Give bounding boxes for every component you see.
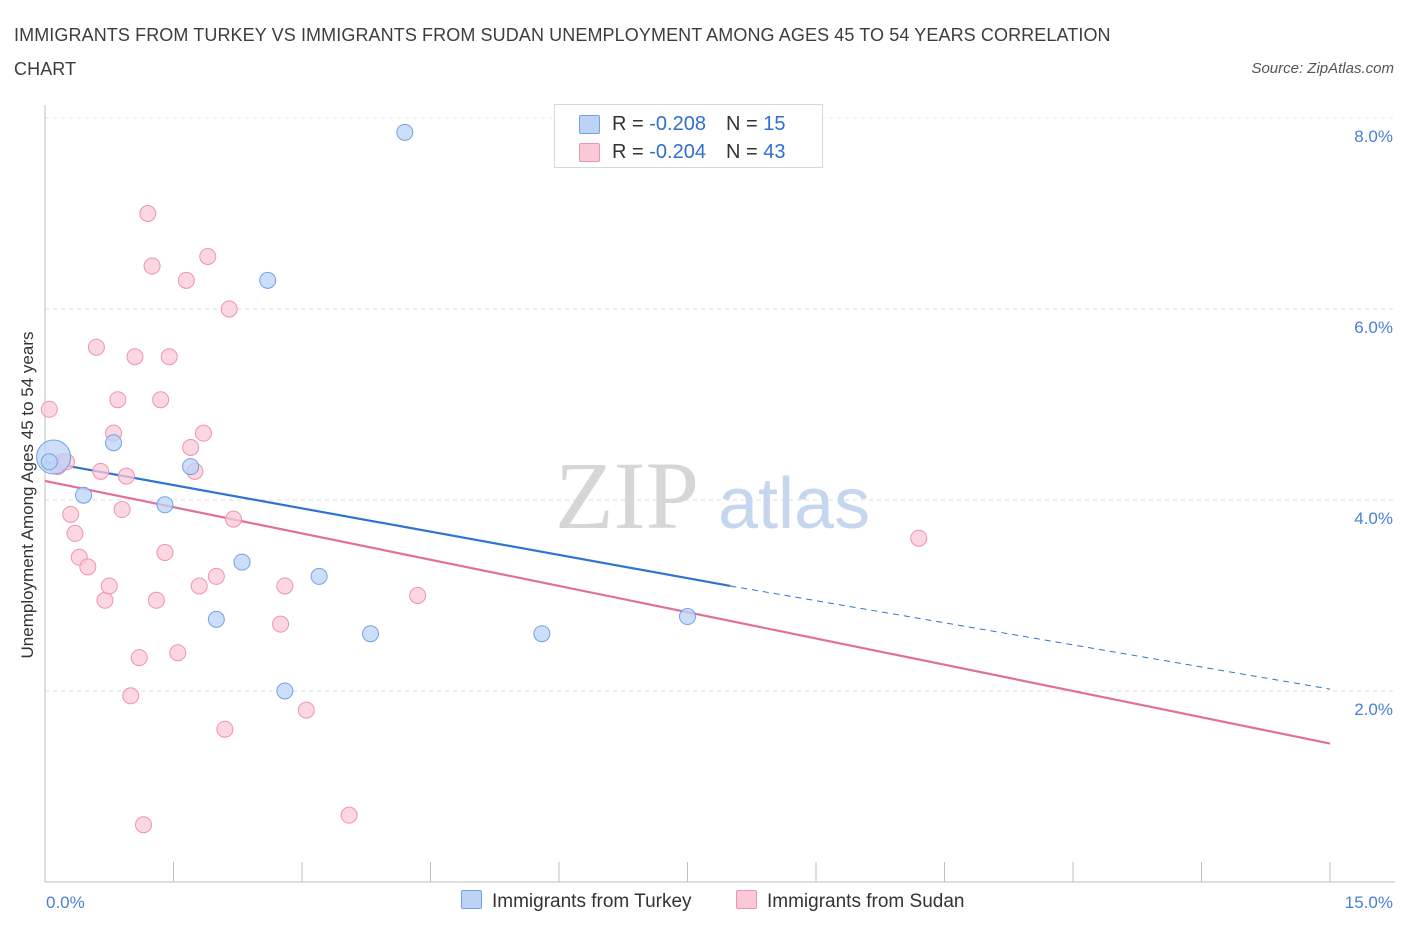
- point-sudan: [156, 544, 174, 562]
- legend-r-label: R =: [612, 113, 644, 135]
- point-sudan: [62, 505, 80, 523]
- point-sudan: [297, 701, 315, 719]
- point-sudan: [216, 720, 234, 738]
- axes: [44, 105, 1395, 883]
- point-sudan: [182, 438, 200, 456]
- point-sudan: [147, 591, 165, 609]
- point-sudan: [177, 271, 195, 289]
- legend-item-sudan[interactable]: Immigrants from Sudan: [736, 889, 964, 915]
- y-tick-label: 4.0%: [1354, 509, 1393, 528]
- point-sudan: [169, 644, 187, 662]
- series-legend: Immigrants from Turkey Immigrants from S…: [0, 889, 1406, 915]
- watermark-zip: ZIP: [555, 442, 699, 549]
- tick-labels: 2.0% 4.0% 6.0% 8.0% 0.0% 15.0%: [46, 127, 1393, 912]
- point-sudan: [135, 816, 153, 834]
- point-sudan: [143, 257, 161, 275]
- data-points: [36, 123, 928, 834]
- point-sudan: [910, 529, 928, 547]
- legend-n-value-turkey: 15: [763, 113, 786, 135]
- point-sudan: [130, 649, 148, 667]
- watermark-atlas: atlas: [718, 464, 870, 544]
- point-sudan: [220, 300, 238, 318]
- legend-swatch-turkey: [461, 890, 482, 910]
- point-turkey: [207, 610, 225, 628]
- point-turkey: [533, 625, 551, 643]
- point-sudan: [160, 348, 178, 366]
- point-sudan: [92, 462, 110, 480]
- x-tick-label: 0.0%: [46, 893, 85, 912]
- legend-swatch-sudan: [579, 143, 600, 163]
- trend-line-turkey-extrapolated: [730, 585, 1331, 690]
- legend-n-value-sudan: 43: [763, 141, 786, 163]
- point-turkey: [156, 496, 174, 514]
- point-turkey: [396, 123, 414, 141]
- point-turkey: [310, 567, 328, 585]
- point-sudan: [113, 501, 131, 519]
- legend-label-turkey: Immigrants from Turkey: [492, 891, 692, 912]
- point-sudan: [207, 567, 225, 585]
- point-sudan: [96, 591, 114, 609]
- point-turkey: [362, 625, 380, 643]
- point-turkey: [276, 682, 294, 700]
- source-label: Source: ZipAtlas.com: [1251, 60, 1394, 77]
- x-tick-label: 15.0%: [1345, 893, 1393, 912]
- point-turkey: [40, 453, 58, 471]
- point-turkey: [182, 458, 200, 476]
- point-sudan: [66, 524, 84, 542]
- y-tick-label: 2.0%: [1354, 700, 1393, 719]
- point-sudan: [224, 510, 242, 528]
- legend-n-label: N =: [725, 141, 758, 163]
- point-sudan: [139, 205, 157, 222]
- point-sudan: [87, 338, 105, 356]
- point-turkey: [679, 608, 696, 626]
- legend-swatch-sudan: [736, 890, 757, 910]
- legend-item-turkey[interactable]: Immigrants from Turkey: [461, 889, 692, 915]
- point-turkey: [259, 271, 277, 289]
- legend-label-sudan: Immigrants from Sudan: [767, 891, 965, 912]
- legend-n-label: N =: [725, 113, 758, 135]
- point-sudan: [272, 615, 290, 633]
- y-tick-label: 8.0%: [1354, 127, 1393, 146]
- point-turkey: [75, 486, 93, 504]
- point-sudan: [117, 467, 135, 485]
- point-sudan: [152, 391, 170, 409]
- point-turkey: [105, 434, 123, 452]
- point-sudan: [40, 400, 58, 418]
- trend-line-turkey: [44, 460, 731, 588]
- legend-row-sudan: R = -0.204 N = 43: [579, 139, 785, 165]
- point-turkey: [233, 553, 251, 571]
- y-tick-label: 6.0%: [1354, 318, 1393, 337]
- correlation-legend: R = -0.208 N = 15 R = -0.204 N = 43: [554, 104, 823, 168]
- grid-lines: [45, 117, 1395, 692]
- point-sudan: [194, 424, 212, 442]
- point-sudan: [190, 577, 208, 595]
- point-sudan: [100, 577, 118, 595]
- point-sudan: [340, 806, 358, 824]
- point-sudan: [199, 247, 217, 265]
- legend-row-turkey: R = -0.208 N = 15: [579, 111, 785, 137]
- point-sudan: [122, 687, 140, 705]
- point-sudan: [276, 577, 294, 595]
- legend-swatch-turkey: [579, 115, 600, 135]
- point-sudan: [126, 348, 144, 366]
- point-sudan: [409, 587, 427, 604]
- legend-r-value-sudan: -0.204: [649, 141, 706, 163]
- legend-r-value-turkey: -0.208: [649, 113, 706, 135]
- legend-r-label: R =: [612, 141, 644, 163]
- chart-title: IMMIGRANTS FROM TURKEY VS IMMIGRANTS FRO…: [14, 25, 1111, 79]
- point-sudan: [79, 558, 97, 576]
- point-sudan: [109, 391, 127, 409]
